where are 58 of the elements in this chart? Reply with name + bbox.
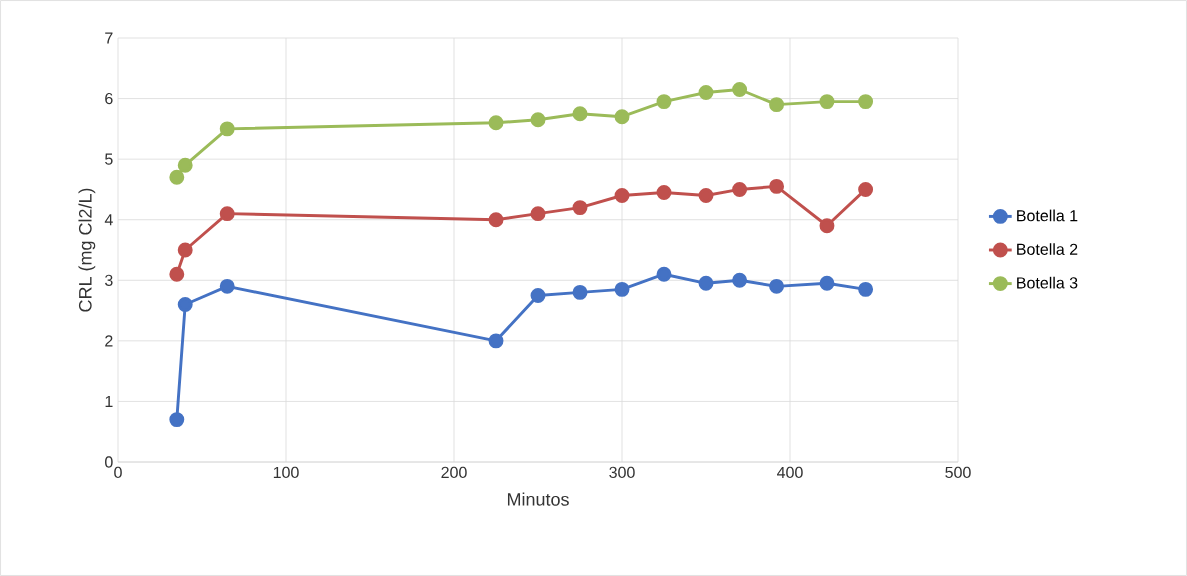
point <box>177 242 193 258</box>
point <box>698 188 714 203</box>
point <box>488 333 504 349</box>
point <box>769 178 785 194</box>
point <box>169 266 185 282</box>
x-axis-title: Minutos <box>507 492 569 506</box>
point <box>858 181 874 197</box>
point <box>488 115 504 131</box>
point <box>656 184 672 200</box>
point <box>530 287 546 303</box>
x-tick-label: 300 <box>609 466 635 479</box>
point <box>858 94 874 110</box>
point <box>732 272 748 288</box>
y-tick-label: 4 <box>104 214 113 226</box>
y-tick-label: 2 <box>105 335 113 347</box>
point <box>769 278 785 294</box>
y-tick-label: 7 <box>105 32 113 44</box>
point <box>530 206 546 222</box>
x-tick-label: 100 <box>273 466 299 479</box>
point <box>732 181 748 197</box>
point <box>732 82 748 97</box>
point <box>698 85 714 100</box>
legend-label: Botella 2 <box>1017 243 1078 255</box>
point <box>614 109 630 125</box>
y-tick-label: 3 <box>105 274 113 286</box>
point <box>219 278 235 294</box>
point <box>614 281 630 297</box>
point <box>656 94 672 110</box>
legend-label: Botella 1 <box>1017 209 1078 222</box>
point <box>698 275 714 291</box>
point <box>169 412 185 428</box>
point <box>858 281 874 297</box>
y-tick-label: 0 <box>105 456 113 468</box>
point <box>177 157 193 173</box>
point <box>614 188 630 203</box>
x-tick-label: 400 <box>777 466 803 479</box>
y-axis-title: CRL (mg Cl2/L) <box>78 188 96 312</box>
legend-label: Botella 3 <box>1017 276 1078 289</box>
point <box>169 169 185 185</box>
point <box>572 106 588 122</box>
point <box>572 284 588 300</box>
y-tick-label: 5 <box>105 153 113 165</box>
x-tick-label: 0 <box>114 466 122 479</box>
point <box>656 266 672 282</box>
point <box>819 94 835 110</box>
point <box>219 121 235 137</box>
y-tick-label: 1 <box>105 395 113 407</box>
point <box>530 112 546 128</box>
point <box>819 275 835 291</box>
point <box>219 206 235 222</box>
x-tick-label: 500 <box>945 466 971 479</box>
point <box>488 212 504 228</box>
x-tick-label: 200 <box>441 466 467 479</box>
y-tick-label: 6 <box>105 92 113 105</box>
point <box>177 297 193 312</box>
point <box>572 200 588 216</box>
point <box>769 97 785 113</box>
point <box>819 218 835 234</box>
